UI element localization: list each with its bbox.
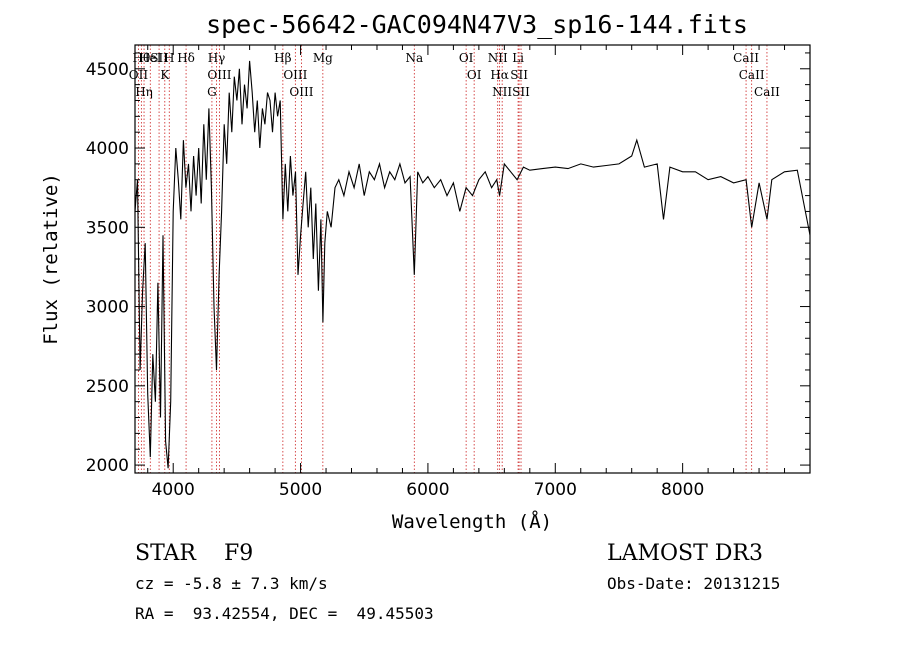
chart-title: spec-56642-GAC094N47V3_sp16-144.fits — [206, 10, 748, 39]
spectral-line-label: CaII — [754, 85, 780, 99]
y-tick-label: 3000 — [86, 298, 129, 318]
y-tick-label: 4000 — [86, 139, 129, 159]
spectral-line-label: OIII — [289, 85, 313, 99]
spectral-line-label: SII — [510, 68, 528, 82]
spectral-line-label: CaII — [733, 51, 759, 65]
spectral-line-label: OIII — [283, 68, 307, 82]
spectral-line-label: Hη — [135, 85, 153, 99]
y-tick-label: 3500 — [86, 218, 129, 238]
x-axis-ticks: 4000 5000 6000 7000 8000 — [147, 45, 811, 500]
y-tick-label: 4500 — [86, 60, 129, 80]
spectral-line-label: H — [164, 51, 174, 65]
object-class: STAR F9 — [135, 541, 253, 566]
spectral-line-label: Hθ — [133, 51, 151, 65]
y-tick-label: 2000 — [86, 456, 129, 476]
coordinates: RA = 93.42554, DEC = 49.45503 — [135, 604, 434, 623]
x-axis-label: Wavelength (Å) — [392, 510, 552, 533]
y-tick-label: 2500 — [86, 377, 129, 397]
spectral-line-label: G — [207, 85, 217, 99]
redshift-value: cz = -5.8 ± 7.3 km/s — [135, 574, 328, 593]
x-tick-label: 5000 — [279, 480, 322, 500]
spectral-line-label: OI — [467, 68, 482, 82]
spectral-line-label: SII — [150, 51, 168, 65]
x-tick-label: 7000 — [534, 480, 577, 500]
y-axis-label: Flux (relative) — [40, 173, 62, 345]
plot-frame — [134, 44, 811, 474]
spectral-line-label: HeI — [139, 51, 162, 65]
spectral-line-label: Li — [512, 51, 524, 65]
spectral-line-label: Hα — [490, 68, 509, 82]
spectral-line-label: Hβ — [274, 51, 291, 65]
spectral-line-label: CaII — [739, 68, 765, 82]
spectral-line-markers — [138, 45, 768, 473]
x-tick-label: 8000 — [661, 480, 704, 500]
spectral-line-label: SII — [512, 85, 530, 99]
spectral-line-label: Hδ — [177, 51, 195, 65]
x-tick-label: 6000 — [406, 480, 449, 500]
y-axis-ticks: 2000 2500 3000 3500 4000 4500 — [86, 52, 810, 476]
survey-name: LAMOST DR3 — [607, 541, 763, 566]
x-tick-label: 4000 — [152, 480, 195, 500]
spectrum-line — [134, 60, 811, 469]
spectral-line-label: K — [160, 68, 170, 82]
spectral-line-label: OIII — [207, 68, 231, 82]
spectral-line-label: Na — [405, 51, 423, 65]
spectral-line-label: OII — [129, 68, 149, 82]
spectral-line-label: Mg — [313, 51, 333, 65]
spectral-line-label: Hγ — [208, 51, 226, 65]
spectral-line-label: OI — [459, 51, 474, 65]
spectral-line-label: NII — [488, 51, 508, 65]
observation-date: Obs-Date: 20131215 — [607, 574, 780, 593]
spectral-line-label: NII — [492, 85, 512, 99]
